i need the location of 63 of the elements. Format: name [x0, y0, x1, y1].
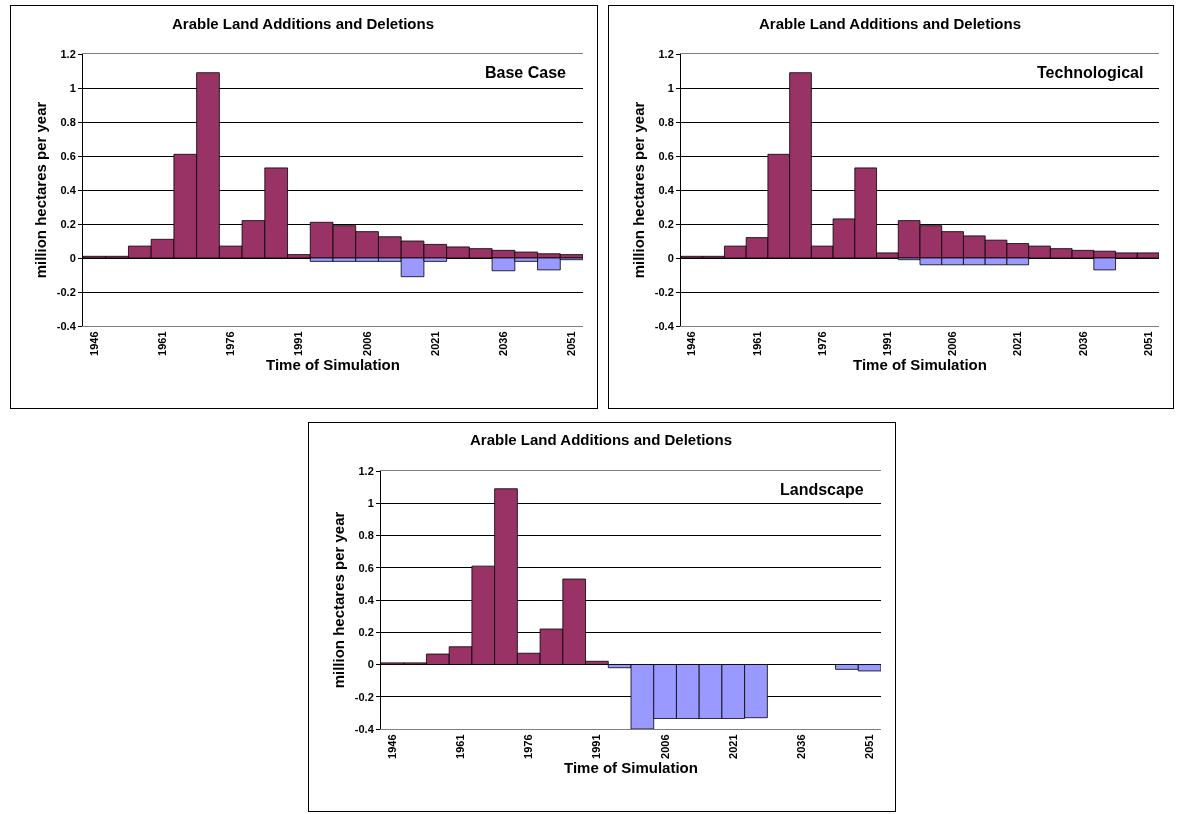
y-tick-label: 1.2 [658, 47, 674, 60]
x-tick-label: 2021 [726, 734, 739, 759]
x-tick-label: 1991 [880, 331, 893, 356]
y-tick-label: 0.8 [358, 529, 374, 542]
y-tick-label: 0.2 [358, 626, 374, 639]
x-tick-label: 1961 [750, 331, 763, 356]
x-tick-label: 2051 [565, 331, 578, 356]
x-tick-label: 1946 [87, 331, 100, 356]
y-tick-label: 1 [367, 497, 374, 510]
chart-title: Arable Land Additions and Deletions [172, 14, 434, 32]
chart-title: Arable Land Additions and Deletions [470, 431, 732, 449]
annotation: Base Case [485, 64, 567, 81]
y-tick-label: -0.4 [354, 722, 375, 735]
x-tick-label: 1991 [590, 734, 603, 759]
x-tick-label: 1976 [224, 331, 237, 356]
y-tick-label: 0.8 [658, 115, 674, 128]
y-tick-label: 1 [667, 81, 674, 94]
x-axis-title: Time of Simulation [564, 758, 698, 776]
annotation: Landscape [780, 481, 864, 498]
x-tick-label: 2006 [946, 331, 959, 356]
x-tick-label: 1991 [292, 331, 305, 356]
y-tick-label: 0.2 [658, 217, 674, 230]
x-axis-title: Time of Simulation [266, 355, 400, 373]
y-tick-label: 0.4 [658, 183, 675, 196]
x-tick-label: 1976 [522, 734, 535, 759]
x-tick-label: 2006 [360, 331, 373, 356]
y-axis-title: million hectares per year [630, 101, 648, 279]
x-tick-label: 1946 [685, 331, 698, 356]
chart-title: Arable Land Additions and Deletions [759, 14, 1021, 32]
y-tick-label: 0.4 [60, 183, 77, 196]
annotation: Technological [1037, 64, 1144, 81]
y-tick-label: -0.2 [56, 285, 76, 298]
y-tick-label: 0 [69, 251, 76, 264]
y-tick-label: 0.8 [60, 115, 76, 128]
y-tick-label: -0.2 [654, 285, 674, 298]
y-tick-label: 1.2 [60, 47, 76, 60]
y-tick-label: 0.6 [60, 149, 76, 162]
y-tick-label: -0.4 [654, 319, 675, 332]
x-tick-label: 2036 [795, 734, 808, 759]
x-tick-label: 1946 [385, 734, 398, 759]
x-tick-label: 2036 [497, 331, 510, 356]
x-tick-label: 1961 [454, 734, 467, 759]
y-tick-label: 0 [667, 251, 674, 264]
y-tick-label: 0 [367, 658, 374, 671]
y-axis-title: million hectares per year [330, 511, 348, 689]
x-tick-label: 2036 [1076, 331, 1089, 356]
y-tick-label: 0.2 [60, 217, 76, 230]
x-tick-label: 2021 [428, 331, 441, 356]
y-tick-label: 0.4 [358, 593, 375, 606]
x-tick-label: 2051 [1141, 331, 1154, 356]
x-tick-label: 2006 [658, 734, 671, 759]
x-tick-label: 2051 [863, 734, 876, 759]
x-tick-label: 1961 [156, 331, 169, 356]
x-tick-label: 2021 [1011, 331, 1024, 356]
x-tick-label: 1976 [815, 331, 828, 356]
y-tick-label: -0.2 [354, 690, 374, 703]
x-axis-title: Time of Simulation [853, 355, 987, 373]
y-tick-label: -0.4 [56, 319, 77, 332]
y-tick-label: 0.6 [658, 149, 674, 162]
y-axis-title: million hectares per year [32, 101, 50, 279]
y-tick-label: 0.6 [358, 561, 374, 574]
y-tick-label: 1.2 [358, 464, 374, 477]
y-tick-label: 1 [69, 81, 76, 94]
